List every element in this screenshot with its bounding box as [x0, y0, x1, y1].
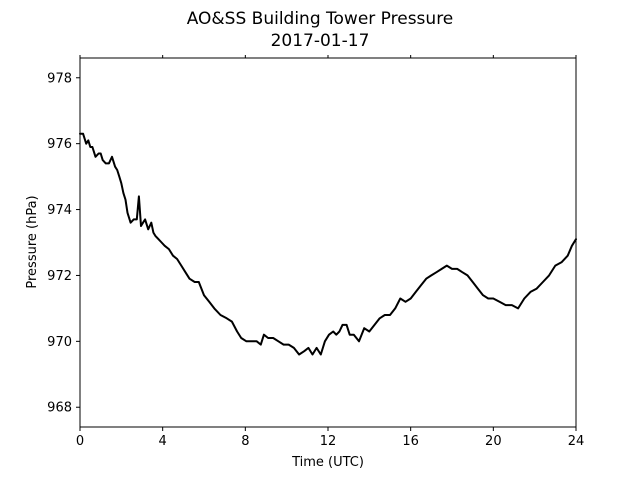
series-line-0 — [79, 132, 577, 356]
chart-subtitle: 2017-01-17 — [271, 31, 370, 51]
x-tick-label-5: 20 — [485, 434, 502, 449]
x-axis-label: Time (UTC) — [291, 455, 364, 470]
y-tick-label-4: 976 — [47, 137, 72, 152]
y-axis: 968 970 972 974 976 978 — [47, 71, 80, 416]
y-tick-label-1: 970 — [47, 335, 72, 350]
x-tick-label-6: 24 — [568, 434, 585, 449]
x-tick-label-1: 4 — [159, 434, 167, 449]
x-tick-label-3: 12 — [320, 434, 337, 449]
x-tick-label-4: 16 — [402, 434, 419, 449]
x-tick-label-0: 0 — [76, 434, 84, 449]
y-tick-label-0: 968 — [47, 401, 72, 416]
y-tick-label-2: 972 — [47, 269, 72, 284]
y-axis-label: Pressure (hPa) — [25, 195, 40, 288]
data-layer — [79, 132, 577, 356]
y-tick-label-5: 978 — [47, 71, 72, 86]
x-axis: 0 4 8 12 16 20 24 — [76, 55, 584, 449]
x-tick-label-2: 8 — [241, 434, 249, 449]
plot-frame — [79, 57, 577, 428]
chart-title: AO&SS Building Tower Pressure — [187, 9, 454, 29]
y-tick-label-3: 974 — [47, 203, 72, 218]
